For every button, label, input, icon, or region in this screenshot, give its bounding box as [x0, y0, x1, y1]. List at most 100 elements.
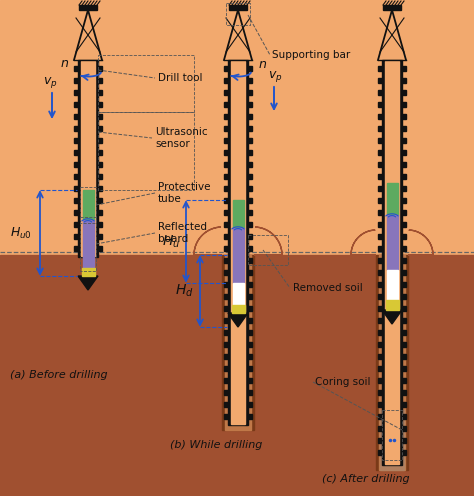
Bar: [402, 414, 406, 419]
Text: $v_p$: $v_p$: [43, 75, 57, 90]
Bar: [224, 366, 228, 371]
Bar: [248, 246, 252, 251]
Text: $n$: $n$: [258, 58, 267, 71]
Bar: [378, 258, 382, 263]
Bar: [224, 246, 228, 251]
Bar: [248, 258, 252, 263]
Bar: [248, 366, 252, 371]
Bar: [378, 174, 382, 179]
Bar: [402, 330, 406, 335]
Bar: [78, 60, 98, 257]
Text: (b) While drilling: (b) While drilling: [170, 440, 263, 450]
Bar: [74, 102, 78, 107]
Bar: [74, 114, 78, 119]
Bar: [378, 402, 382, 407]
Bar: [248, 66, 252, 71]
Bar: [74, 234, 78, 239]
Bar: [233, 200, 244, 228]
Bar: [248, 78, 252, 83]
Text: $v_p$: $v_p$: [268, 69, 283, 84]
Bar: [402, 294, 406, 299]
Text: $n$: $n$: [60, 57, 69, 70]
Bar: [224, 102, 228, 107]
Text: $H_d$: $H_d$: [175, 283, 194, 299]
Bar: [98, 126, 102, 131]
Polygon shape: [382, 310, 402, 324]
Bar: [248, 90, 252, 95]
Bar: [74, 78, 78, 83]
Bar: [402, 342, 406, 347]
Bar: [378, 270, 382, 275]
Bar: [402, 318, 406, 323]
Bar: [224, 162, 228, 167]
Bar: [98, 162, 102, 167]
Bar: [83, 190, 94, 220]
Bar: [402, 354, 406, 359]
Bar: [74, 66, 78, 71]
Bar: [378, 282, 382, 287]
Bar: [248, 198, 252, 203]
Text: Reflected
board: Reflected board: [158, 222, 207, 244]
Bar: [402, 114, 406, 119]
Bar: [402, 390, 406, 395]
Bar: [378, 78, 382, 83]
Bar: [224, 138, 228, 143]
Bar: [378, 426, 382, 431]
Bar: [224, 306, 228, 311]
Polygon shape: [351, 230, 376, 255]
Bar: [382, 60, 402, 465]
Bar: [224, 186, 228, 191]
Bar: [224, 354, 228, 359]
Bar: [387, 183, 398, 215]
Bar: [402, 222, 406, 227]
Bar: [98, 66, 102, 71]
Bar: [378, 342, 382, 347]
Bar: [224, 390, 228, 395]
Bar: [386, 300, 399, 310]
Bar: [224, 342, 228, 347]
Bar: [248, 270, 252, 275]
Polygon shape: [194, 227, 222, 255]
Bar: [402, 78, 406, 83]
Polygon shape: [254, 227, 282, 255]
Bar: [402, 306, 406, 311]
Bar: [98, 246, 102, 251]
Bar: [224, 378, 228, 383]
Bar: [248, 378, 252, 383]
Bar: [248, 282, 252, 287]
Bar: [232, 305, 245, 313]
Bar: [378, 414, 382, 419]
Bar: [248, 234, 252, 239]
Bar: [378, 138, 382, 143]
Bar: [402, 138, 406, 143]
Text: Drill tool: Drill tool: [158, 73, 202, 83]
Bar: [224, 126, 228, 131]
Bar: [248, 294, 252, 299]
Bar: [383, 5, 401, 10]
Bar: [224, 402, 228, 407]
Bar: [402, 402, 406, 407]
Bar: [228, 60, 248, 425]
Bar: [378, 378, 382, 383]
Bar: [378, 126, 382, 131]
Bar: [224, 150, 228, 155]
Bar: [248, 174, 252, 179]
Bar: [233, 228, 244, 283]
Text: Removed soil: Removed soil: [293, 283, 363, 293]
Bar: [224, 282, 228, 287]
Bar: [233, 283, 244, 305]
Bar: [248, 414, 252, 419]
Bar: [98, 114, 102, 119]
Bar: [378, 198, 382, 203]
Bar: [98, 150, 102, 155]
Bar: [402, 258, 406, 263]
Text: Supporting bar: Supporting bar: [272, 50, 350, 60]
Bar: [74, 150, 78, 155]
Bar: [378, 186, 382, 191]
Bar: [402, 174, 406, 179]
Bar: [378, 294, 382, 299]
Bar: [74, 138, 78, 143]
Bar: [224, 414, 228, 419]
Bar: [402, 366, 406, 371]
Text: $H_u$: $H_u$: [162, 233, 180, 249]
